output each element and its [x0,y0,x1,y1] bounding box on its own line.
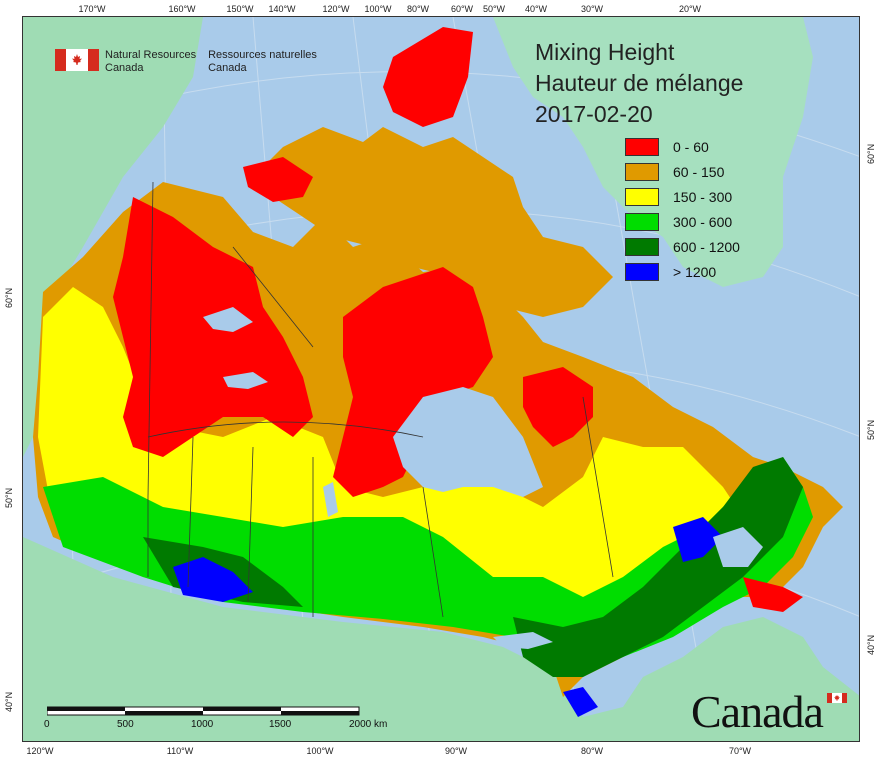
legend-label: 150 - 300 [673,188,733,205]
tick-label: 60°N [866,143,876,164]
legend-item: > 1200 [625,259,740,284]
tick-label: 40°N [866,634,876,655]
legend-label: 300 - 600 [673,213,733,230]
provincial-boundaries [147,181,614,618]
tick-label: 40°N [4,691,14,712]
legend-label: > 1200 [673,263,717,280]
wordmark-flag-icon [827,693,847,703]
canada-flag-icon [55,49,99,71]
blue-zone-ontario [563,687,598,717]
nrcan-signature: Natural Resources Canada Ressources natu… [55,49,317,75]
legend: 0 - 60 60 - 150 150 - 300 300 - 600 600 - 12… [625,134,740,284]
legend-swatch [625,262,659,281]
tick-label: 80°W [406,4,430,14]
map-title: Mixing Height Hauteur de mélange 2017-02… [535,37,743,130]
title-english: Mixing Height [535,39,675,65]
tick-label: 140°W [268,4,296,14]
tick-label: 60°N [4,287,14,308]
usa-landmass [23,537,859,741]
legend-label: 600 - 1200 [673,238,740,255]
scale-bar: 0 500 1000 1500 2000 km [44,705,387,730]
tick-label: 120°W [26,746,54,756]
tick-label: 150°W [226,4,254,14]
alaska-landmass [23,17,203,457]
lake-superior [493,632,553,649]
tick-label: 80°W [580,746,604,756]
legend-swatch [625,162,659,181]
blue-zone-quebec [673,517,723,562]
legend-label: 60 - 150 [673,163,725,180]
red-zone-nova-scotia [743,577,803,612]
legend-swatch [625,187,659,206]
legend-swatch [625,137,659,156]
tick-label: 160°W [168,4,196,14]
tick-label: 20°W [678,4,702,14]
tick-label: 100°W [306,746,334,756]
red-zone-quebec [523,367,593,447]
agency-name-french: Ressources naturelles Canada [208,49,317,74]
tick-label: 50°N [4,487,14,508]
legend-label: 0 - 60 [673,138,709,155]
red-zone-arctic-north [243,157,313,202]
great-slave-lake [223,372,268,389]
tick-label: 90°W [444,746,468,756]
tick-label: 120°W [322,4,350,14]
legend-swatch [625,212,659,231]
canada-wordmark: Canada [691,686,824,737]
tick-label: 110°W [166,746,194,756]
agency-name-english: Natural Resources Canada [105,49,197,74]
tick-label: 100°W [364,4,392,14]
title-date: 2017-02-20 [535,101,653,127]
gulf-st-lawrence [713,527,763,567]
legend-item: 60 - 150 [625,159,740,184]
ellesmere-island [383,27,473,127]
dark-green-east [513,457,803,677]
great-bear-lake [203,307,253,332]
legend-item: 150 - 300 [625,184,740,209]
scale-label-0: 0 [44,719,50,730]
legend-item: 0 - 60 [625,134,740,159]
legend-item: 600 - 1200 [625,234,740,259]
scale-label-500: 500 [117,719,134,730]
title-french: Hauteur de mélange [535,70,744,96]
legend-swatch [625,237,659,256]
tick-label: 70°W [728,746,752,756]
tick-label: 50°N [866,419,876,440]
scale-label-1000: 1000 [191,719,214,730]
tick-label: 60°W [450,4,474,14]
tick-label: 170°W [78,4,106,14]
red-zone-central [333,267,493,497]
scale-label-2000: 2000 km [349,719,388,730]
arctic-islands [253,127,613,317]
tick-label: 40°W [524,4,548,14]
map-frame: Natural Resources Canada Ressources natu… [22,16,860,742]
scale-label-1500: 1500 [269,719,292,730]
blue-zone-west [173,557,253,602]
lake-winnipeg [323,482,338,517]
legend-item: 300 - 600 [625,209,740,234]
tick-label: 30°W [580,4,604,14]
hudson-bay [393,387,543,497]
tick-label: 50°W [482,4,506,14]
